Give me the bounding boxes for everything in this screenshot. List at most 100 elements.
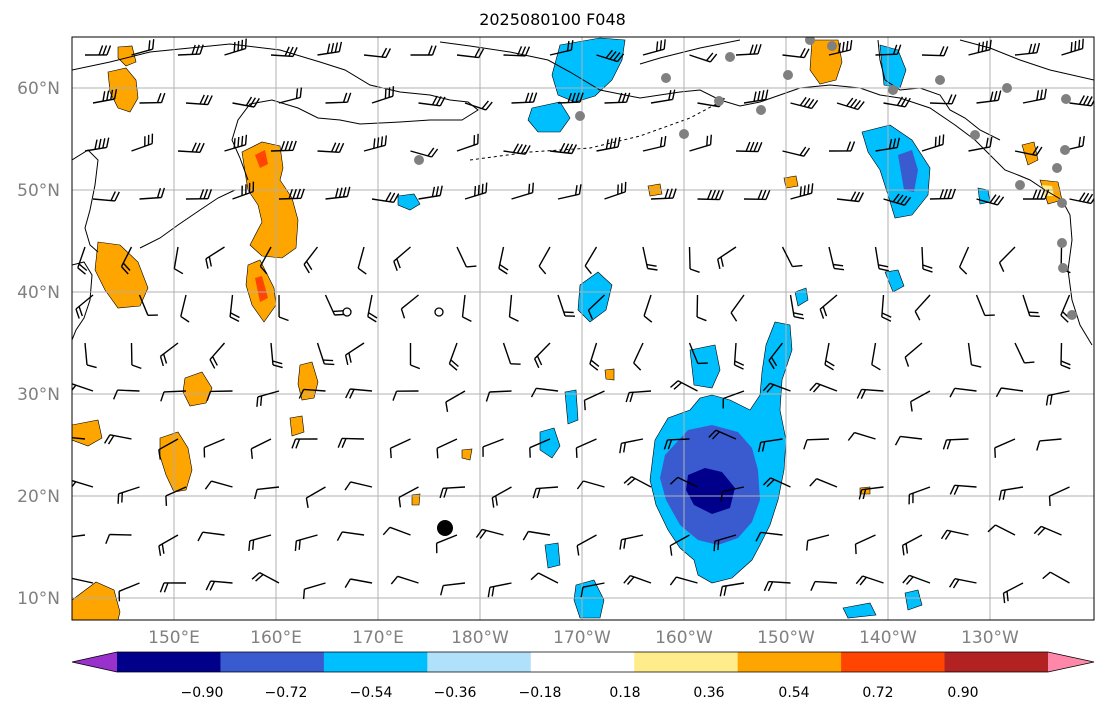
wind-barb-flag <box>106 90 110 101</box>
wind-barb-shaft <box>855 534 876 545</box>
wind-barb-flag <box>994 447 996 458</box>
wind-barb-shaft <box>508 294 513 317</box>
wind-barb-shaft <box>584 390 605 401</box>
wind-barb-flag <box>803 97 811 107</box>
wind-barb-flag <box>195 44 200 55</box>
wind-barb-flag <box>1086 193 1094 203</box>
wind-barb-flag <box>1032 189 1038 200</box>
wind-barb-shaft <box>900 435 923 440</box>
wind-barb-shaft <box>722 486 745 493</box>
wind-barb-flag <box>811 99 819 109</box>
wind-barb-flag <box>711 431 720 440</box>
wind-barb-flag <box>113 89 118 100</box>
wind-barb-flag <box>761 189 767 200</box>
wind-barb-flag <box>896 194 904 204</box>
wind-barb-flag <box>1060 360 1071 366</box>
wind-barb-shaft <box>342 531 365 536</box>
wind-barb-shaft <box>461 294 466 317</box>
wind-barb-flag <box>475 528 483 538</box>
wind-barb-flag <box>576 545 580 556</box>
wind-barb-flag <box>337 438 343 448</box>
wind-barb-flag <box>1036 42 1041 53</box>
wind-barb-flag <box>474 186 477 197</box>
wind-barb-flag <box>348 352 352 363</box>
wind-barb-shaft <box>303 388 326 392</box>
wind-barb-flag <box>643 315 653 323</box>
wind-barb-flag <box>845 40 849 51</box>
wind-barb-flag <box>524 46 531 57</box>
lon-label: 150°E <box>148 628 200 648</box>
wind-barb-flag <box>199 44 204 55</box>
wind-barb-flag <box>757 442 762 453</box>
colorbar-segment <box>841 652 946 672</box>
wind-barb-flag <box>939 46 945 56</box>
wind-barb-flag <box>256 396 259 407</box>
wind-barb-flag <box>799 47 806 58</box>
wind-barb-flag <box>249 97 256 107</box>
wind-barb-flag <box>330 142 337 153</box>
ocean-background <box>72 37 1094 620</box>
wind-barb-flag <box>72 481 77 488</box>
wind-barb-shaft <box>1039 438 1062 442</box>
wind-barb-flag <box>1035 146 1043 156</box>
wind-barb-flag <box>942 134 945 145</box>
wind-barb-flag <box>195 142 201 153</box>
colorbar-tick-label: −0.54 <box>350 685 393 701</box>
wind-barb-flag <box>576 480 584 490</box>
wind-barb-flag <box>807 184 810 195</box>
wind-barb-flag <box>793 312 804 316</box>
wind-barb-flag <box>450 359 459 368</box>
wind-barb-flag <box>524 145 531 155</box>
wind-barb-flag <box>102 45 108 56</box>
wind-barb-flag <box>959 266 968 275</box>
wind-barb-flag <box>1044 189 1050 200</box>
wind-barb-flag <box>833 263 844 267</box>
wind-barb-shaft <box>138 294 149 316</box>
wind-barb-flag <box>481 100 489 110</box>
wind-barb-flag <box>298 389 305 399</box>
wind-barb-flag <box>762 477 771 486</box>
lon-label: 150°W <box>757 628 815 648</box>
wind-barb-flag <box>949 485 956 495</box>
wind-barb-shaft <box>958 246 970 268</box>
wind-barb-flag <box>689 268 700 273</box>
wind-barb-flag <box>160 391 165 402</box>
wind-barb-flag <box>392 390 398 401</box>
wind-barb-flag <box>466 265 477 268</box>
wind-barb-flag <box>509 316 519 322</box>
wind-barb-flag <box>706 135 709 146</box>
wind-barb-flag <box>803 147 811 157</box>
wind-barb-flag <box>765 189 771 200</box>
wind-barb-flag <box>914 310 921 321</box>
wind-barb-shaft <box>109 533 132 536</box>
wind-barb-flag <box>233 138 236 149</box>
wind-barb-flag <box>72 578 73 579</box>
wind-barb-flag <box>173 268 184 275</box>
wind-barb-flag <box>106 45 112 56</box>
wind-barb-shaft <box>350 578 373 584</box>
wind-barb-flag <box>156 187 162 199</box>
wind-barb-flag <box>989 91 994 102</box>
wind-barb-flag <box>448 363 458 371</box>
wind-barb-shaft <box>536 387 559 392</box>
wind-barb-flag <box>819 308 825 319</box>
wind-barb-flag <box>197 531 204 542</box>
wind-barb-shaft <box>871 342 877 365</box>
colorbar-segments <box>71 651 1095 673</box>
wind-barb-flag <box>233 42 236 53</box>
wind-barb-flag <box>1045 395 1049 406</box>
wind-barb-flag <box>997 90 1002 101</box>
wind-barb-flag <box>910 401 913 412</box>
wind-barb-flag <box>944 530 952 540</box>
wind-barb-flag <box>376 137 380 148</box>
wind-barb-flag <box>942 439 948 450</box>
wind-barb-shaft <box>910 390 931 403</box>
wind-barb-flag <box>1082 192 1090 203</box>
wind-barb-flag <box>706 52 714 62</box>
wind-barb-shaft <box>257 486 280 491</box>
wind-barb-flag <box>332 310 344 313</box>
lon-label: 160°W <box>655 628 713 648</box>
wind-barb-flag <box>717 259 721 270</box>
wind-barb-shaft <box>389 526 411 536</box>
